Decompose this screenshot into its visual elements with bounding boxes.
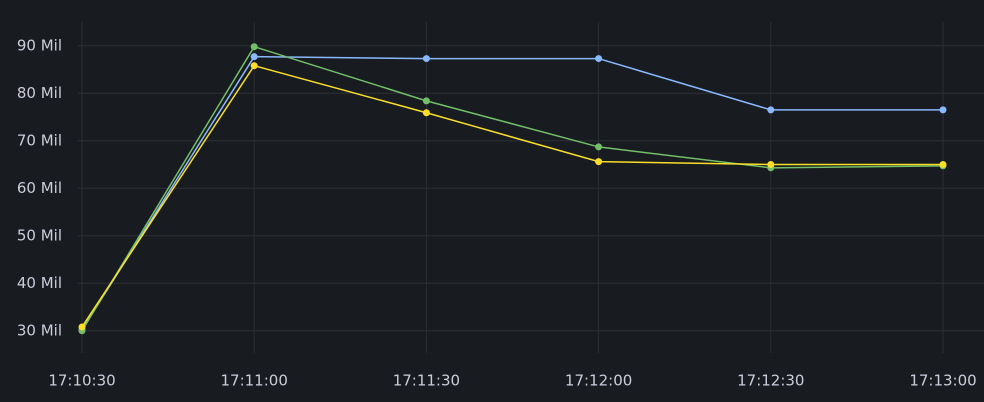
plot xyxy=(78,43,947,335)
x-tick-label: 17:11:30 xyxy=(393,372,460,390)
data-point xyxy=(595,143,603,151)
data-point xyxy=(250,43,258,51)
data-point xyxy=(767,106,775,114)
y-tick-label: 70 Mil xyxy=(17,131,62,149)
data-point xyxy=(939,161,947,168)
data-point xyxy=(422,55,430,63)
series-line xyxy=(81,64,943,328)
data-point xyxy=(595,158,603,166)
data-point xyxy=(595,55,603,63)
y-tick-label: 60 Mil xyxy=(17,179,62,197)
data-point xyxy=(250,53,258,61)
data-point xyxy=(250,62,258,70)
x-tick-label: 17:10:30 xyxy=(48,372,115,390)
data-point xyxy=(422,109,430,117)
grid: 30 Mil 40 Mil 50 Mil 60 Mil 70 Mil 80 Mil 90 M… xyxy=(17,22,984,390)
x-tick-label: 17:13:00 xyxy=(909,372,976,390)
series-line xyxy=(81,45,944,332)
x-tick-label: 17:12:00 xyxy=(565,372,632,390)
data-point xyxy=(422,97,430,105)
data-point xyxy=(767,161,775,168)
x-tick-label: 17:12:30 xyxy=(737,372,804,390)
data-point xyxy=(78,323,86,331)
series-line xyxy=(81,55,943,331)
data-point xyxy=(939,106,947,114)
y-tick-label: 40 Mil xyxy=(17,274,62,292)
y-tick-label: 50 Mil xyxy=(17,226,62,244)
y-tick-label: 90 Mil xyxy=(17,36,62,54)
y-tick-label: 80 Mil xyxy=(17,84,62,102)
y-tick-label: 30 Mil xyxy=(17,321,62,339)
x-tick-label: 17:11:00 xyxy=(221,372,288,390)
